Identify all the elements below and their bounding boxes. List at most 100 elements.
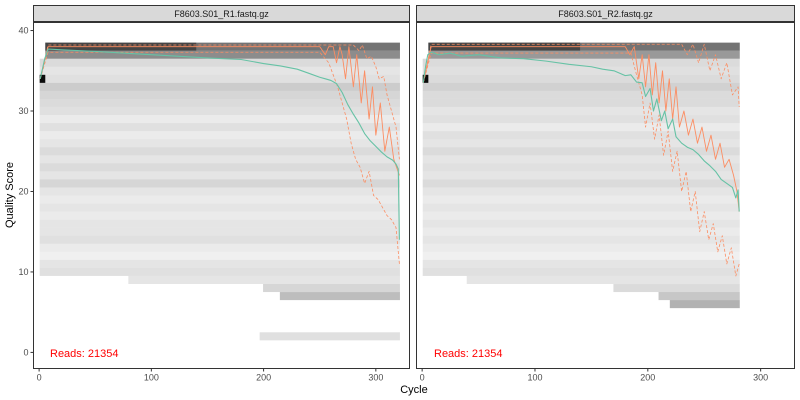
p1-quantile-75-line [39, 44, 400, 160]
panel-1: F8603.S01_R1.fastq.gz Reads: 21354 [33, 5, 410, 369]
p2-heat-cell-initial [422, 74, 429, 83]
panel-1-x-tick-label-200: 200 [256, 373, 271, 383]
panel-2-reads-label: Reads: 21354 [434, 348, 503, 360]
p1-heat-cell-q37 [45, 50, 400, 59]
p2-heat-cell-q10 [422, 267, 740, 276]
p1-heat-cell-q2 [259, 332, 400, 341]
p1-heat-cell-q13 [39, 243, 400, 252]
p2-heat-cell-q35 [422, 66, 740, 75]
p2-heat-cell-q13 [422, 243, 740, 252]
p1-heat-cell-q24 [39, 155, 400, 164]
p2-heat-cell-q27 [422, 131, 740, 140]
p2-heat-cell-q23 [422, 163, 740, 172]
panel-1-x-tick-label-100: 100 [144, 373, 159, 383]
panel-1-x-tick-label-0: 0 [37, 373, 42, 383]
p1-heat-cell-q30 [39, 106, 400, 116]
p1-heat-cell-q29 [39, 115, 400, 124]
p1-heat-cell-q19 [39, 195, 400, 204]
p1-heat-cell-q21 [39, 179, 400, 188]
y-tick-label-20: 20 [18, 186, 28, 196]
p2-mean-line [422, 51, 740, 212]
p2-heat-cell-q34 [422, 74, 740, 83]
panel-2-x-tick-label-100: 100 [527, 373, 542, 383]
p1-heat-cell-q28 [39, 123, 400, 132]
p2-heat-cell-q24 [422, 155, 740, 164]
p1-heat-cell-q12 [39, 251, 400, 260]
p2-heat-cell-q9 [466, 275, 740, 285]
panel-2-x-tick-label-200: 200 [640, 373, 655, 383]
p2-heat-cell-q22 [422, 171, 740, 180]
panel-1-border [33, 22, 410, 369]
p2-heat-cell-q36 [422, 58, 740, 67]
p1-heat-cell-q17 [39, 211, 400, 220]
y-tick-label-0: 0 [23, 347, 28, 357]
p2-heat-cell-q16 [422, 219, 740, 228]
y-tick-label-40: 40 [18, 26, 28, 36]
panel-2-title: F8603.S01_R2.fastq.gz [558, 9, 653, 19]
p2-heat-cell-q12 [422, 251, 740, 260]
p1-heat-cell-q36 [39, 58, 400, 67]
p2-heat-cell-q25 [422, 147, 740, 156]
p2-heat-cell-q17 [422, 211, 740, 220]
p1-heat-cell-q15 [39, 227, 400, 236]
p1-heat-cell-q23 [39, 163, 400, 172]
panel-1-title: F8603.S01_R1.fastq.gz [174, 9, 269, 19]
p2-heat-cell-q32 [422, 90, 740, 99]
p2-heat-cell-q31 [422, 98, 740, 107]
p2-heat-cell-q20 [422, 187, 740, 196]
panel-2-plot-background [416, 22, 795, 369]
p1-heat-cell-q20 [39, 187, 400, 196]
p1-heat-cell-q18 [39, 203, 400, 212]
panel-1-x-tick-label-300: 300 [368, 373, 383, 383]
panel-2-x-tick-label-0: 0 [420, 373, 425, 383]
panel-2: F8603.S01_R2.fastq.gz Reads: 21354 [416, 5, 795, 369]
p2-heat-cell-q15 [422, 227, 740, 236]
p2-heat-cell-q14 [422, 235, 740, 244]
p1-heat-cell-q32 [39, 90, 400, 99]
p2-heat-cell-q19 [422, 195, 740, 204]
y-tick-label-30: 30 [18, 106, 28, 116]
p2-quantile-75-line [422, 43, 740, 108]
panel-2-lines [422, 43, 740, 277]
p2-heat-cell-q30 [422, 106, 740, 116]
p1-median-line [39, 46, 400, 176]
p1-heat-cell-q16 [39, 219, 400, 228]
p1-heat-cell-q10 [39, 267, 400, 276]
panel-2-heatmap [422, 42, 740, 309]
p1-heat-cell-initial [39, 74, 46, 83]
p1-heat-cell-q33 [39, 82, 400, 91]
panel-2-x-tick-label-300: 300 [753, 373, 768, 383]
p1-heat-cell-q35 [39, 66, 400, 75]
p1-heat-cell-q26 [39, 139, 400, 148]
p1-mean-line [39, 48, 400, 240]
panel-1-lines [39, 44, 400, 264]
y-axis-title: Quality Score [4, 162, 16, 228]
p2-heat-cell-q28 [422, 123, 740, 132]
p2-median-line [422, 46, 740, 212]
p1-heat-cell-q14 [39, 235, 400, 244]
p1-quantile-25-line [39, 51, 400, 264]
panel-2-border [416, 22, 795, 369]
p2-heat-cell-q11 [422, 259, 740, 268]
panel-1-strip [33, 5, 410, 22]
p2-quantile-25-line [422, 52, 740, 277]
panel-1-reads-label: Reads: 21354 [50, 348, 119, 360]
p2-heat-cell-q18 [422, 203, 740, 212]
p2-heat-cell-q33 [422, 82, 740, 91]
p1-heat-cell-q27 [39, 131, 400, 140]
p2-heat-cell-q21 [422, 179, 740, 188]
p2-heat-cell-q37 [428, 50, 740, 59]
p1-heat-cell-q34 [39, 74, 400, 83]
x-axis-title: Cycle [400, 384, 428, 396]
p1-heat-cell-q31 [39, 98, 400, 107]
p1-heat-cell-q22 [39, 171, 400, 180]
p1-heat-cell-q8 [263, 284, 400, 293]
panel-1-plot-background [33, 22, 410, 369]
p1-heat-cell-q7 [279, 292, 400, 301]
p2-heat-cell-q6 [669, 300, 740, 309]
p2-heat-cell-q29 [422, 115, 740, 124]
p1-heat-cell-q11 [39, 259, 400, 268]
p2-heat-cell-q8 [613, 284, 740, 293]
p1-heat-cell-q9 [128, 275, 400, 285]
